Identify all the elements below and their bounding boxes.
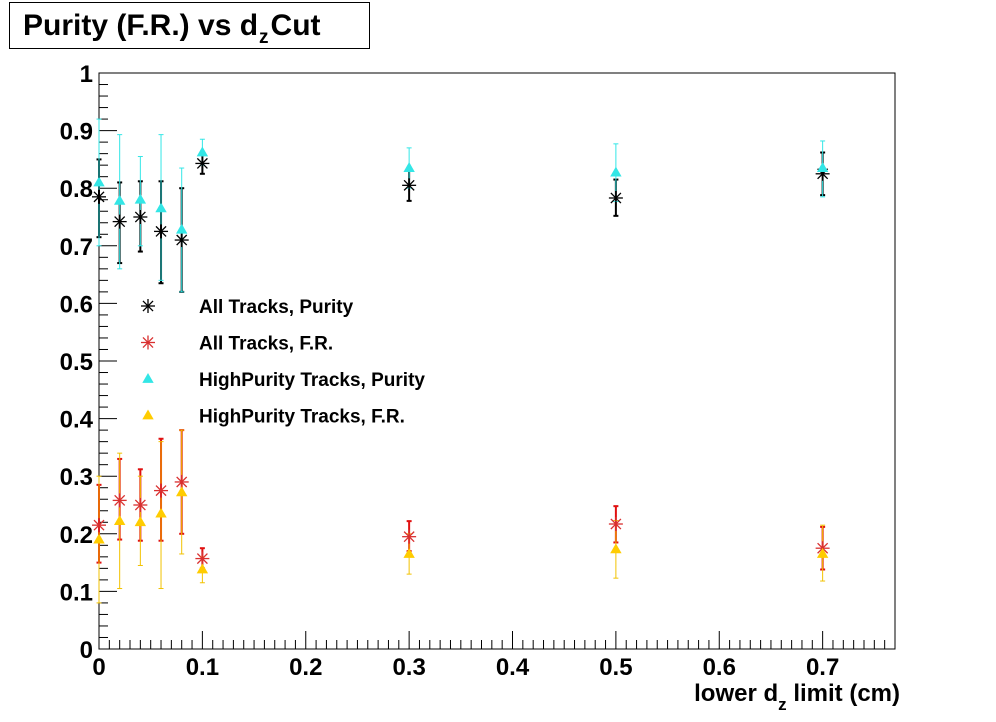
data-point [134,193,147,204]
chart-title-suffix: Cut [270,8,321,42]
data-point [403,162,415,172]
y-tick-label: 0.5 [60,349,93,376]
data-point [174,474,189,489]
y-tick-label: 1 [80,61,93,88]
chart-title: Purity (F.R.) vs d z Cut [9,2,370,49]
axes: 0 0.1 0.2 0.3 0.4 0.5 0.6 0.7 0.8 0.9 1 0 0.1 0.2 0.3 0… [60,61,886,681]
data-point [112,214,127,229]
data-point [195,551,210,566]
y-tick-label: 0.4 [60,407,94,434]
x-tick-label: 0.1 [186,654,219,681]
data-point [154,483,169,498]
data-point [608,190,623,205]
data-point [608,517,623,532]
error-bars [96,118,826,604]
x-tick-label: 0.5 [599,654,632,681]
chart-title-subscript: z [259,26,269,48]
x-tick-label: 0.6 [703,654,736,681]
chart-title-prefix: Purity (F.R.) vs d [23,8,259,42]
x-tick-label: 0 [92,654,105,681]
y-tick-label: 0.2 [60,522,93,549]
y-tick-label: 0.8 [60,176,93,203]
y-tick-label: 0.1 [60,579,93,606]
x-tick-label: 0.2 [289,654,322,681]
data-point [133,210,148,224]
data-point [196,146,209,157]
data-point [402,178,417,193]
y-tick-label: 0.3 [60,464,93,491]
data-point [113,194,126,205]
data-point [133,498,148,512]
data-point [176,486,188,497]
legend-label: HighPurity Tracks, F.R. [199,407,405,428]
y-tick-label: 0.6 [60,291,93,318]
data-point [154,224,169,239]
x-tick-label: 0.3 [392,654,425,681]
data-point [155,507,167,518]
plot-frame [98,72,896,650]
x-axis-title-subscript: z [778,695,787,714]
legend-label: HighPurity Tracks, Purity [199,370,425,391]
x-tick-label: 0.7 [806,654,839,681]
data-point [816,162,829,172]
data-point [176,223,188,234]
x-axis-title: lower dz limit (cm) [694,680,900,714]
data-point [816,547,829,558]
x-axis-title-suffix: limit (cm) [787,680,900,707]
legend: All Tracks, Purity All Tracks, F.R. HighPu… [141,297,425,428]
x-tick-label: 0.4 [496,654,530,681]
y-tick-label: 0.7 [60,234,93,261]
data-point [112,493,127,508]
data-point [403,547,415,558]
legend-label: All Tracks, F.R. [199,334,333,355]
data-point [113,515,126,526]
data-point [93,176,105,187]
data-point [93,533,105,544]
data-point [92,518,106,533]
legend-label: All Tracks, Purity [199,297,354,318]
data-point [195,156,210,171]
data-point [196,563,209,574]
x-axis-title-prefix: lower d [694,680,778,707]
legend-marker [142,409,154,420]
data-point [134,516,147,527]
y-tick-label: 0.9 [60,119,93,146]
data-point [610,543,622,554]
data-point [610,166,622,177]
data-markers [92,146,830,574]
data-point [155,202,167,213]
data-point [174,233,189,248]
legend-marker [141,335,155,350]
legend-marker [142,373,154,383]
legend-marker [141,299,155,313]
data-point [402,529,417,544]
data-point [92,189,106,204]
y-tick-label: 0 [80,637,93,664]
